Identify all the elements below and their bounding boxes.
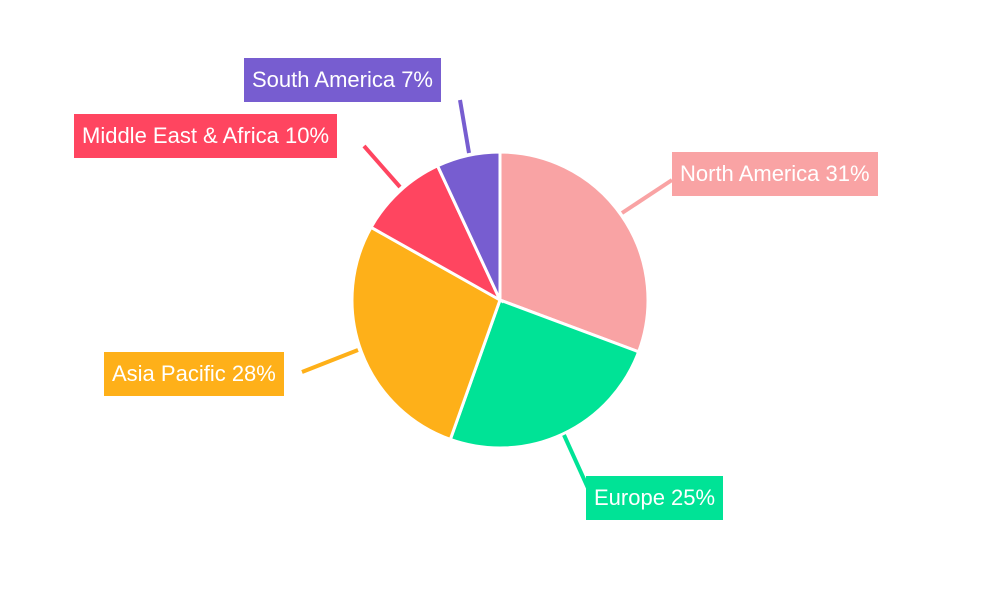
data-label: Middle East & Africa 10% <box>74 114 338 158</box>
leader-line <box>362 144 402 189</box>
pie-slice-south-america <box>435 150 502 301</box>
pie-slice-europe <box>448 298 641 450</box>
pie-slice-north-america <box>498 150 650 354</box>
leader-line <box>620 178 674 215</box>
data-label: Asia Pacific 28% <box>104 352 284 396</box>
pie-slice-middle-east-africa <box>369 163 504 304</box>
data-label: Europe 25% <box>586 476 724 520</box>
leader-line <box>562 434 590 489</box>
data-label: South America 7% <box>244 58 441 102</box>
leader-line <box>458 99 471 154</box>
data-label: North America 31% <box>672 152 878 196</box>
leader-line <box>301 348 359 374</box>
